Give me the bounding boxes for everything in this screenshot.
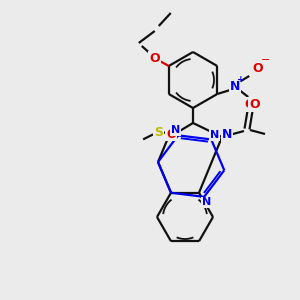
Text: N: N (202, 197, 211, 207)
Text: N: N (230, 80, 240, 92)
Text: O: O (166, 128, 176, 140)
Text: N: N (210, 130, 220, 140)
Text: −: − (261, 55, 270, 65)
Text: N: N (222, 128, 232, 140)
Text: O: O (149, 52, 160, 64)
Text: O: O (252, 61, 262, 74)
Text: O: O (245, 98, 255, 110)
Text: +: + (237, 76, 245, 85)
Text: O: O (249, 98, 260, 110)
Text: S: S (154, 126, 163, 139)
Text: N: N (171, 125, 180, 135)
